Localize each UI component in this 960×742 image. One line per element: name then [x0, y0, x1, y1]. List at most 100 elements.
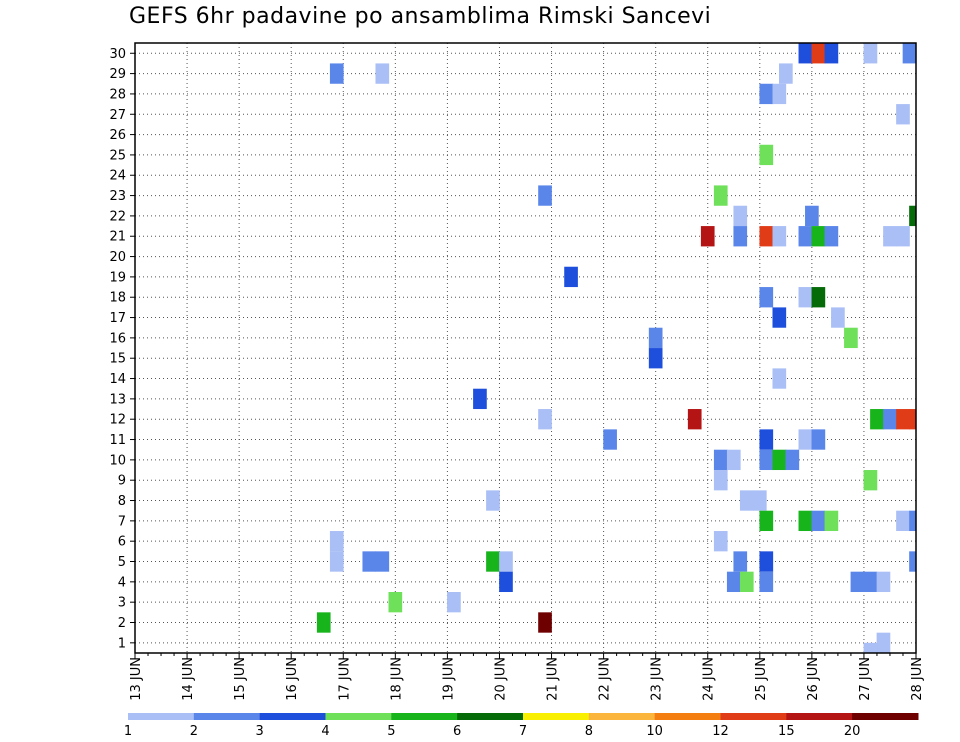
x-tick-label: 23 JUN: [650, 657, 665, 701]
heatmap-cell: [863, 642, 878, 653]
heatmap-cell: [538, 612, 552, 633]
y-tick-label: 10: [109, 453, 126, 468]
colorbar-segment: [852, 713, 919, 720]
heatmap-cell: [844, 327, 858, 349]
colorbar: 1 2 3 4 5 6 7 8 10 12 15 20: [124, 713, 919, 739]
colorbar-label: 15: [778, 724, 795, 739]
heatmap-cell: [752, 490, 767, 511]
y-tick-label: 9: [118, 474, 126, 489]
heatmap-cell: [362, 551, 377, 572]
heatmap-cell: [726, 449, 741, 471]
x-tick-label: 14 JUN: [181, 657, 196, 701]
heatmap-cell: [831, 307, 845, 328]
heatmap-cell: [870, 409, 884, 430]
y-tick-label: 25: [109, 148, 126, 163]
heatmap-cell: [759, 226, 774, 247]
y-tick-label: 7: [118, 514, 126, 529]
colorbar-segment: [720, 713, 787, 720]
x-axis: 13 JUN 14 JUN 15 JUN 16 JUN 17 JUN 18 JUN 19 J…: [129, 653, 925, 701]
y-tick-label: 18: [109, 291, 126, 306]
heatmap-cell: [811, 510, 826, 532]
colorbar-segment: [588, 713, 656, 720]
heatmap-cell: [798, 429, 813, 450]
heatmap-cell: [811, 429, 826, 450]
heatmap-cell: [375, 63, 390, 84]
heatmap-cell: [772, 226, 787, 247]
heatmap-cell: [798, 287, 813, 308]
colorbar-segment: [523, 713, 590, 720]
colorbar-segment: [391, 713, 458, 720]
heatmap-cell: [811, 287, 826, 308]
heatmap-cell: [733, 205, 748, 227]
y-tick-label: 26: [109, 128, 126, 143]
heatmap-cell: [759, 510, 774, 532]
heatmap-cell: [603, 429, 617, 450]
heatmap-cell: [798, 43, 813, 64]
heatmap-cell: [863, 43, 878, 64]
heatmap-cell: [733, 226, 748, 247]
y-tick-label: 14: [109, 372, 126, 387]
heatmap-cell: [772, 449, 787, 471]
y-tick-label: 19: [109, 270, 126, 285]
y-tick-label: 27: [109, 108, 126, 123]
heatmap-cell: [824, 43, 839, 64]
colorbar-segment: [128, 713, 195, 720]
x-tick-label: 22 JUN: [598, 657, 613, 701]
x-tick-label: 26 JUN: [806, 657, 821, 701]
heatmap-cell: [896, 409, 910, 430]
heatmap-cell: [713, 470, 728, 491]
colorbar-segment: [325, 713, 392, 720]
heatmap-cell: [486, 551, 500, 572]
heatmap-cell: [863, 470, 878, 491]
colorbar-label: 20: [844, 724, 861, 739]
y-tick-label: 5: [118, 555, 126, 570]
colorbar-label: 8: [585, 724, 593, 739]
heatmap-cell: [648, 348, 663, 369]
colorbar-segment: [193, 713, 261, 720]
x-tick-label: 21 JUN: [546, 657, 561, 701]
colorbar-label: 12: [712, 724, 729, 739]
heatmap-cell: [759, 429, 774, 450]
colorbar-segment: [654, 713, 721, 720]
colorbar-label: 2: [190, 724, 198, 739]
heatmap-cell: [909, 510, 916, 532]
x-tick-label: 17 JUN: [337, 657, 352, 701]
colorbar-segment: [259, 713, 326, 720]
heatmap-cell: [759, 551, 774, 572]
plot-frame: [134, 42, 917, 654]
heatmap-cell: [759, 83, 774, 105]
y-axis: 1234567891011121314151617181920212223242…: [109, 47, 135, 651]
y-tick-label: 12: [109, 413, 126, 428]
heatmap-cell: [713, 531, 728, 552]
data-cells: [316, 43, 916, 653]
colorbar-label: 3: [256, 724, 264, 739]
heatmap-cell: [785, 449, 800, 471]
heatmap-cell: [564, 266, 578, 288]
y-tick-label: 29: [109, 67, 126, 82]
y-tick-label: 8: [118, 494, 126, 509]
chart-title: GEFS 6hr padavine po ansamblima Rimski S…: [129, 4, 712, 29]
colorbar-label: 4: [321, 724, 329, 739]
y-tick-label: 4: [118, 575, 126, 590]
heatmap-cell: [805, 205, 819, 227]
heatmap-cell: [896, 510, 910, 532]
heatmap-cell: [798, 226, 813, 247]
y-tick-label: 13: [109, 392, 126, 407]
heatmap-cell: [896, 226, 910, 247]
colorbar-label: 1: [124, 724, 132, 739]
heatmap-cell: [902, 43, 916, 64]
heatmap-cell: [759, 287, 774, 308]
heatmap-cell: [759, 144, 774, 166]
heatmap-cell: [876, 571, 891, 593]
heatmap-cell: [538, 409, 552, 430]
heatmap-cell: [687, 409, 702, 430]
heatmap-cell: [772, 368, 787, 389]
heatmap-cell: [824, 226, 839, 247]
y-tick-label: 16: [109, 331, 126, 346]
heatmap-cell: [883, 226, 897, 247]
heatmap-cell: [648, 327, 663, 349]
x-tick-label: 24 JUN: [702, 657, 717, 701]
heatmap-cell: [726, 571, 741, 593]
heatmap-cell: [863, 571, 878, 593]
